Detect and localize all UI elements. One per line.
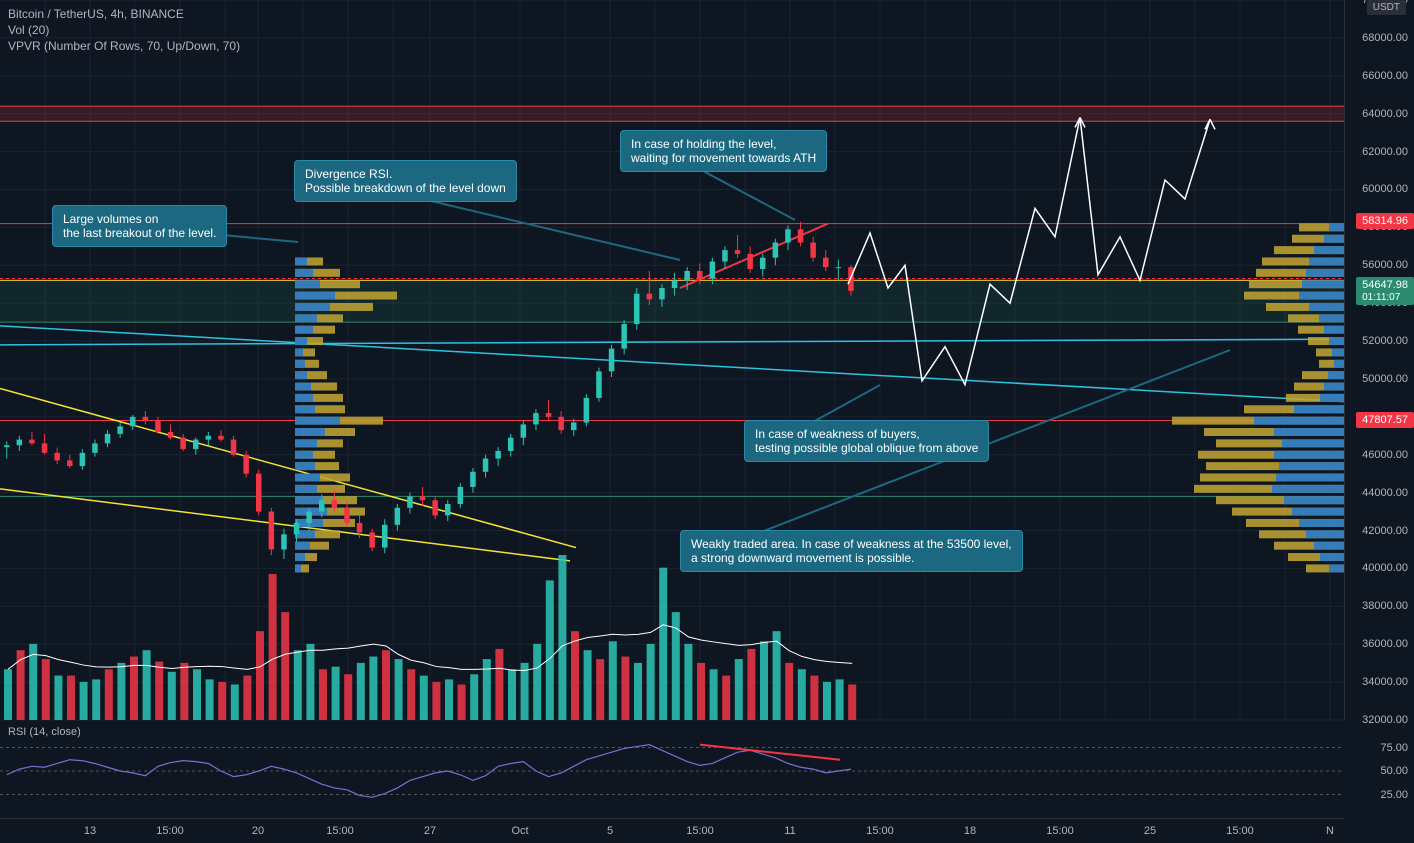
time-tick: 5 xyxy=(607,825,613,837)
rsi-tick: 25.00 xyxy=(1380,789,1408,801)
time-tick: 15:00 xyxy=(1226,825,1254,837)
rsi-svg xyxy=(0,724,1344,818)
symbol-title: Bitcoin / TetherUS, 4h, BINANCE xyxy=(8,6,240,22)
callout-weakly-traded[interactable]: Weakly traded area. In case of weakness … xyxy=(680,530,1023,572)
time-axis[interactable]: 13 15:00 20 15:00 27 Oct 5 15:00 11 15:00 18 15:00 2… xyxy=(0,818,1344,843)
time-tick: 25 xyxy=(1144,825,1156,837)
price-tick: 50000.00 xyxy=(1362,373,1408,385)
price-tick: 64000.00 xyxy=(1362,108,1408,120)
price-tick: 32000.00 xyxy=(1362,714,1408,726)
currency-badge: USDT xyxy=(1367,0,1406,15)
time-tick: 11 xyxy=(784,825,795,837)
price-tick: 66000.00 xyxy=(1362,70,1408,82)
time-tick: 20 xyxy=(252,825,264,837)
time-tick: Oct xyxy=(511,825,528,837)
chart-svg xyxy=(0,0,1344,818)
price-tick: 60000.00 xyxy=(1362,183,1408,195)
price-tick: 36000.00 xyxy=(1362,638,1408,650)
price-axis[interactable]: 70000.0068000.0066000.0064000.0062000.00… xyxy=(1344,0,1414,720)
time-tick: 27 xyxy=(424,825,436,837)
callout-weakness-buyers[interactable]: In case of weakness of buyers, testing p… xyxy=(744,420,989,462)
callout-volumes[interactable]: Large volumes on the last breakout of th… xyxy=(52,205,227,247)
time-tick: 13 xyxy=(84,825,96,837)
time-tick: 15:00 xyxy=(326,825,354,837)
price-tick: 38000.00 xyxy=(1362,600,1408,612)
price-tick: 62000.00 xyxy=(1362,146,1408,158)
price-marker: 47807.57 xyxy=(1356,412,1414,428)
time-tick: 15:00 xyxy=(686,825,714,837)
chart-header: Bitcoin / TetherUS, 4h, BINANCE Vol (20)… xyxy=(8,6,240,54)
price-tick: 40000.00 xyxy=(1362,562,1408,574)
chart-area[interactable] xyxy=(0,0,1344,843)
rsi-tick: 50.00 xyxy=(1380,765,1408,777)
rsi-label: RSI (14, close) xyxy=(8,726,81,738)
price-tick: 68000.00 xyxy=(1362,32,1408,44)
time-tick: 15:00 xyxy=(866,825,894,837)
price-tick: 34000.00 xyxy=(1362,676,1408,688)
time-tick: 18 xyxy=(964,825,976,837)
callout-holding[interactable]: In case of holding the level, waiting fo… xyxy=(620,130,827,172)
price-tick: 42000.00 xyxy=(1362,525,1408,537)
rsi-tick: 75.00 xyxy=(1380,742,1408,754)
price-marker: 58314.96 xyxy=(1356,213,1414,229)
price-tick: 56000.00 xyxy=(1362,259,1408,271)
volume-indicator-label: Vol (20) xyxy=(8,22,240,38)
time-tick: 15:00 xyxy=(156,825,184,837)
time-tick: N xyxy=(1326,825,1334,837)
price-tick: 52000.00 xyxy=(1362,335,1408,347)
price-tick: 44000.00 xyxy=(1362,487,1408,499)
price-marker: 54647.9801:11:07 xyxy=(1356,277,1414,305)
time-tick: 15:00 xyxy=(1046,825,1074,837)
vpvr-indicator-label: VPVR (Number Of Rows, 70, Up/Down, 70) xyxy=(8,38,240,54)
price-tick: 46000.00 xyxy=(1362,449,1408,461)
callout-divergence[interactable]: Divergence RSI. Possible breakdown of th… xyxy=(294,160,517,202)
